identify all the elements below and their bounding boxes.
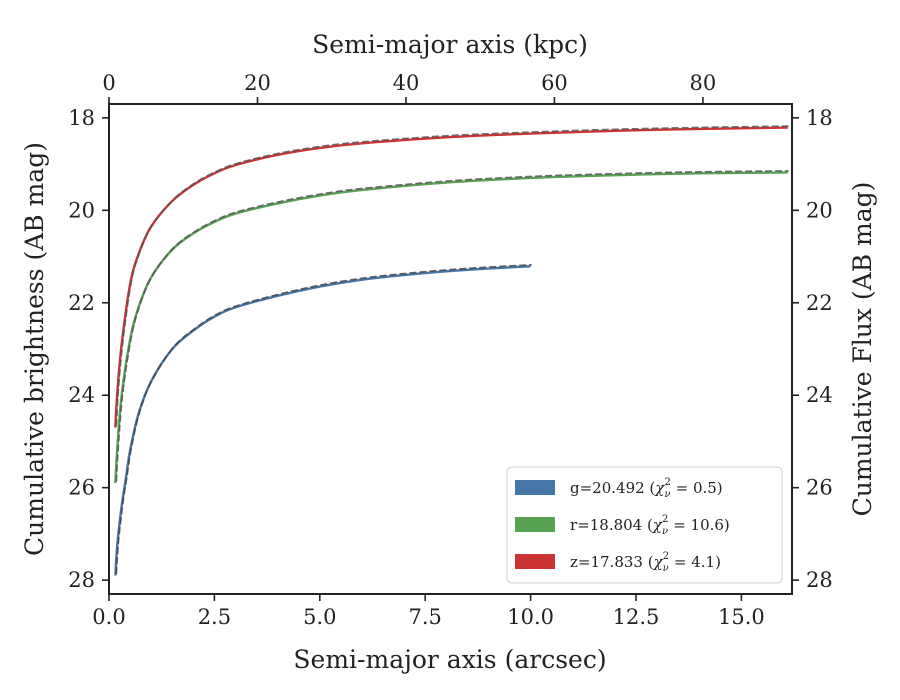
- y-tick-label: 28: [68, 568, 95, 592]
- y-right-axis-title: Cumulative Flux (AB mag): [848, 182, 877, 517]
- y-right-tick-label: 20: [806, 198, 833, 222]
- y-axis-title: Cumulative brightness (AB mag): [20, 142, 49, 556]
- x-tick-label: 0.0: [92, 605, 125, 629]
- x-tick-label: 10.0: [507, 605, 554, 629]
- y-tick-label: 20: [68, 198, 95, 222]
- model-fit-line-0: [115, 263, 532, 575]
- y-tick-label: 26: [68, 476, 95, 500]
- y-tick-label: 24: [68, 383, 95, 407]
- legend: g=20.492 (χν2 = 0.5) r=18.804 (χν2 = 10.6…: [506, 466, 783, 584]
- x-top-tick-label: 0: [102, 71, 115, 95]
- y-tick-label: 22: [68, 291, 95, 315]
- x-top-tick-label: 20: [244, 71, 271, 95]
- x-top-axis-title: Semi-major axis (kpc): [312, 30, 588, 59]
- legend-box: [506, 466, 783, 584]
- y-right-tick-label: 18: [806, 106, 833, 130]
- x-top-tick-label: 40: [393, 71, 420, 95]
- y-right-tick-label: 26: [806, 476, 833, 500]
- x-top-tick-label: 60: [541, 71, 568, 95]
- x-tick-label: 2.5: [198, 605, 231, 629]
- x-top-tick-label: 80: [690, 71, 717, 95]
- legend-label-0: g=20.492 (χν2 = 0.5): [570, 477, 723, 500]
- x-tick-label: 15.0: [718, 605, 765, 629]
- legend-swatch-2: [515, 554, 555, 569]
- x-tick-label: 12.5: [613, 605, 660, 629]
- series-line-0: [114, 265, 531, 576]
- model-fit-line-2: [115, 125, 789, 427]
- y-right-tick-label: 22: [806, 291, 833, 315]
- x-tick-label: 5.0: [303, 605, 336, 629]
- series-line-1: [114, 171, 788, 484]
- y-right-tick-label: 24: [806, 383, 833, 407]
- series-group: [114, 125, 789, 576]
- x-axis-title: Semi-major axis (arcsec): [293, 645, 606, 674]
- legend-swatch-1: [515, 517, 555, 532]
- legend-label-2: z=17.833 (χν2 = 4.1): [570, 551, 721, 574]
- y-right-tick-label: 28: [806, 568, 833, 592]
- x-tick-label: 7.5: [409, 605, 442, 629]
- legend-swatch-0: [515, 480, 555, 495]
- tick-group: 0.0 2.5 5.0 7.5 10.0 12.5 15.0 0 20 40 60 80 18 20 22 2…: [68, 71, 832, 629]
- y-tick-label: 18: [68, 106, 95, 130]
- model-fit-line-1: [115, 170, 789, 482]
- legend-label-1: r=18.804 (χν2 = 10.6): [570, 514, 730, 537]
- plot-frame: [108, 103, 793, 595]
